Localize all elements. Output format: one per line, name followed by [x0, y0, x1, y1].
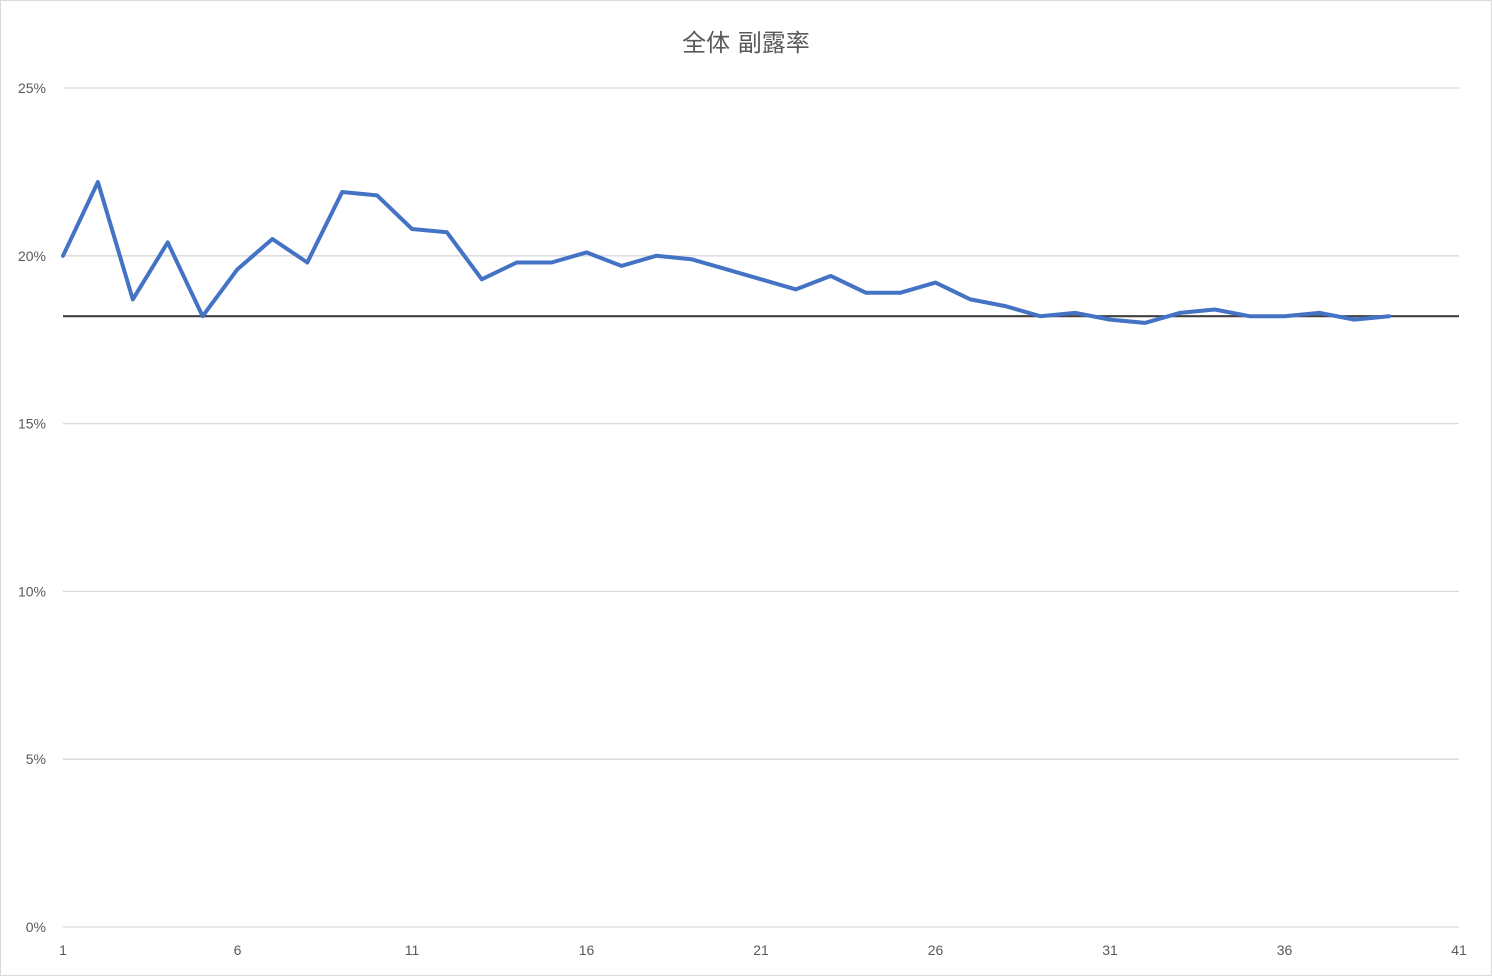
series-line: [61, 180, 1392, 325]
y-tick-label: 10%: [18, 583, 46, 599]
x-tick-label: 26: [928, 942, 944, 958]
y-tick-label: 25%: [18, 80, 46, 96]
x-tick-label: 1: [59, 942, 67, 958]
y-tick-label: 15%: [18, 416, 46, 432]
x-tick-label: 36: [1277, 942, 1293, 958]
y-tick-label: 5%: [26, 751, 46, 767]
x-tick-label: 16: [579, 942, 595, 958]
x-tick-label: 41: [1451, 942, 1467, 958]
chart-title: 全体 副露率: [682, 29, 810, 57]
y-tick-label: 20%: [18, 248, 46, 264]
gridlines: [63, 87, 1459, 928]
x-tick-label: 11: [405, 942, 420, 958]
y-axis: 0% 5% 10% 15% 20% 25%: [18, 80, 46, 935]
x-tick-label: 31: [1102, 942, 1118, 958]
x-tick-label: 21: [753, 942, 769, 958]
x-tick-label: 6: [234, 942, 242, 958]
x-axis: 1 6 11 16 21 26 31 36 41: [59, 942, 1467, 958]
series-layer: [61, 180, 1392, 325]
y-tick-label: 0%: [26, 919, 46, 935]
